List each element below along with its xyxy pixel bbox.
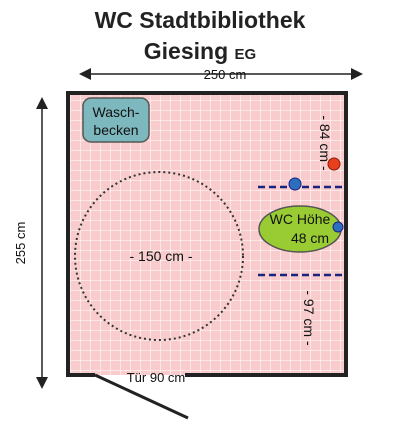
turning-circle <box>74 171 244 341</box>
lower-distance-label: - 97 cm - <box>301 290 317 346</box>
sink <box>82 97 150 143</box>
turning-circle-label: - 150 cm - <box>129 248 192 264</box>
title-line-2: Giesing EG <box>0 38 400 65</box>
height-label: 255 cm <box>13 222 28 265</box>
flush-button-dot <box>288 177 302 191</box>
title-line-1: WC Stadtbibliothek <box>94 7 306 33</box>
wc-label-line-1: WC Höhe <box>270 211 331 227</box>
title-floor: EG <box>234 46 257 63</box>
door-label: Tür 90 cm <box>127 370 186 385</box>
sink-label-line-1: Wasch- <box>93 104 140 120</box>
title-building: Giesing <box>143 38 229 64</box>
door-leaf <box>94 373 189 420</box>
room-walls <box>66 91 348 377</box>
paper-holder-dot <box>332 221 344 233</box>
width-label: 250 cm <box>204 67 247 82</box>
emergency-button-dot <box>327 157 341 171</box>
wc-label-line-2: 48 cm <box>291 230 329 246</box>
sink-label-line-2: becken <box>93 122 138 138</box>
upper-distance-label: - 84 cm - <box>317 115 333 171</box>
